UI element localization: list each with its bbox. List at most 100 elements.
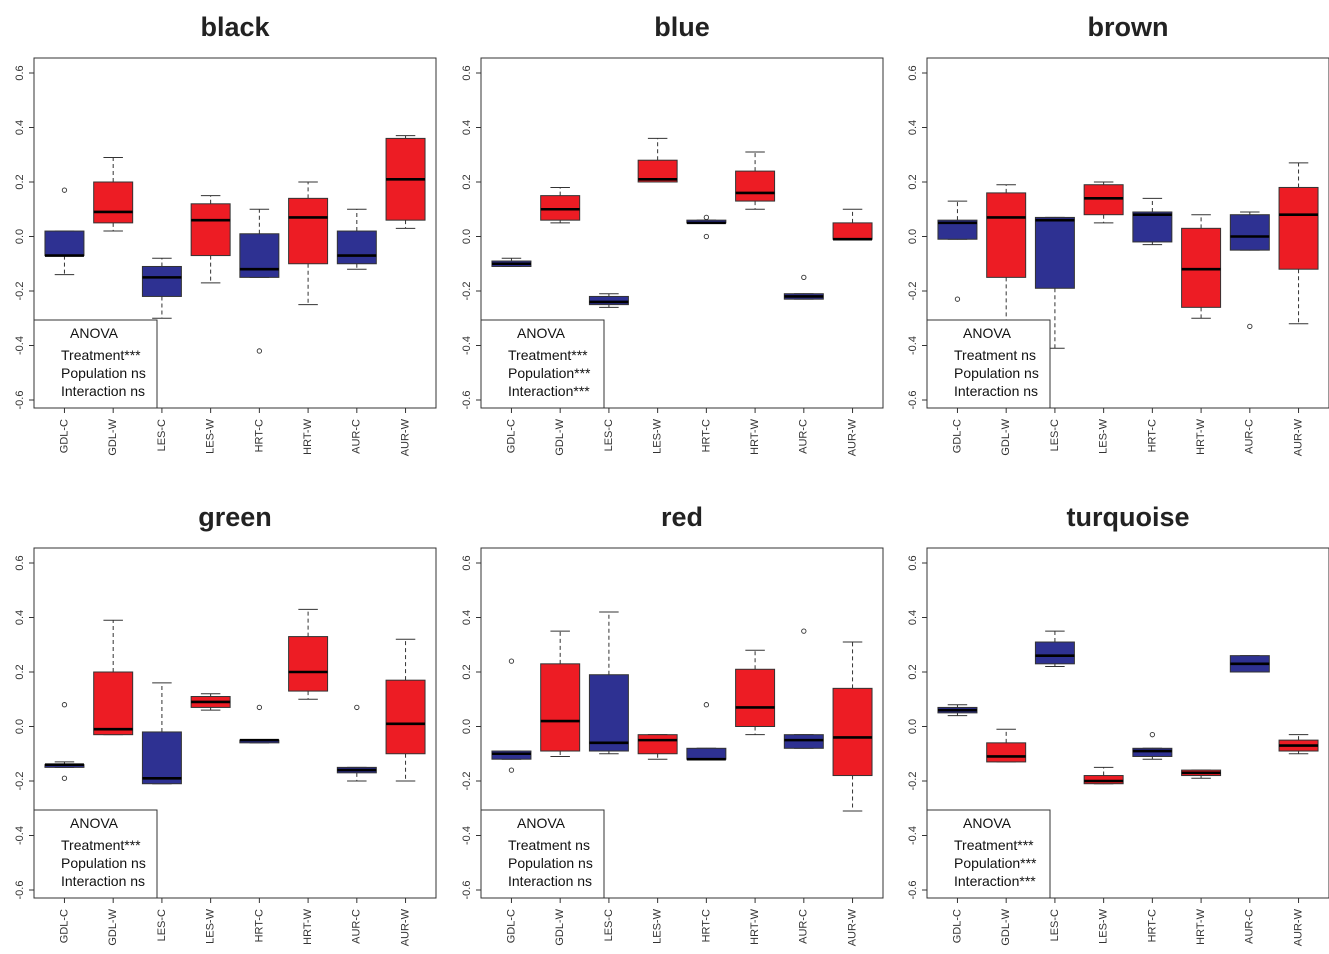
y-tick-label: 0.0 — [461, 719, 473, 734]
box-HRT-W — [288, 181, 329, 306]
anova-line: Population ns — [954, 365, 1039, 381]
box-body — [1083, 184, 1124, 216]
box-HRT-W — [1181, 214, 1222, 319]
box-body — [141, 265, 182, 297]
box-AUR-W — [832, 208, 873, 241]
anova-title: ANOVA — [517, 325, 566, 341]
box-body — [540, 663, 581, 752]
box-LES-C — [588, 611, 629, 755]
box-LES-C — [141, 257, 182, 319]
box-LES-C — [141, 682, 182, 785]
x-tick-label: GDL-W — [554, 908, 566, 945]
outlier-point — [1149, 732, 1156, 738]
y-tick-label: -0.6 — [461, 881, 473, 900]
box-LES-W — [637, 137, 678, 183]
x-tick-label: LES-C — [156, 419, 168, 451]
x-tick-label: LES-W — [1098, 418, 1110, 453]
anova-box — [33, 809, 158, 899]
box-GDL-W — [986, 728, 1027, 763]
x-tick-label: AUR-C — [351, 419, 363, 454]
x-tick-label: LES-W — [205, 908, 217, 943]
y-tick-label: 0.0 — [907, 229, 919, 244]
y-tick-label: 0.4 — [461, 610, 473, 625]
box-AUR-C — [783, 628, 824, 749]
box-HRT-C — [686, 214, 727, 240]
x-tick-label: HRT-C — [700, 419, 712, 452]
panel-black: black -0.6 -0.4 -0.2 0.0 0.2 0.4 0.6 GDL-C GDL-W L… — [14, 12, 437, 456]
box-body — [832, 687, 873, 777]
anova-line: Treatment*** — [508, 347, 588, 363]
y-tick-label: 0.6 — [907, 555, 919, 570]
box-AUR-W — [385, 135, 426, 229]
box-body — [93, 181, 134, 224]
box-GDL-C — [44, 187, 85, 276]
plot-frame — [480, 547, 884, 899]
anova-line: Population*** — [508, 365, 591, 381]
y-tick-label: 0.2 — [907, 664, 919, 679]
box-body — [937, 219, 978, 240]
plot-frame — [33, 547, 437, 899]
box-body — [1132, 747, 1173, 757]
y-tick-label: 0.4 — [14, 610, 26, 625]
box-LES-W — [190, 693, 231, 711]
y-tick-label: -0.6 — [907, 881, 919, 900]
box-GDL-W — [93, 156, 134, 232]
y-tick-label: -0.6 — [461, 391, 473, 410]
panel-blue: blue -0.6 -0.4 -0.2 0.0 0.2 0.4 0.6 GDL-C GDL-W LE… — [461, 12, 884, 456]
box-body — [735, 668, 776, 728]
x-tick-label: HRT-C — [253, 909, 265, 942]
box-body — [44, 230, 85, 257]
y-tick-label: 0.6 — [14, 555, 26, 570]
x-tick-label: GDL-W — [107, 908, 119, 945]
x-tick-label: GDL-C — [951, 419, 963, 453]
x-tick-label: GDL-W — [1000, 908, 1012, 945]
outlier-point — [508, 658, 515, 664]
outlier-point — [61, 187, 68, 193]
y-tick-label: -0.4 — [14, 336, 26, 355]
x-tick-label: LES-W — [205, 418, 217, 453]
box-body — [288, 636, 329, 692]
anova-line: Treatment*** — [954, 837, 1034, 853]
y-tick-label: 0.4 — [907, 120, 919, 135]
x-tick-label: GDL-C — [505, 419, 517, 453]
panel-title: turquoise — [1066, 502, 1189, 532]
anova-title: ANOVA — [70, 815, 119, 831]
x-tick-label: AUR-W — [399, 418, 411, 456]
box-body — [986, 742, 1027, 763]
x-tick-label: HRT-C — [700, 909, 712, 942]
anova-line: Interaction ns — [954, 383, 1038, 399]
box-GDL-W — [540, 186, 581, 224]
x-tick-label: GDL-C — [58, 909, 70, 943]
box-HRT-W — [735, 151, 776, 210]
y-tick-label: 0.0 — [461, 229, 473, 244]
outlier-point — [256, 348, 263, 354]
x-tick-label: GDL-C — [58, 419, 70, 453]
box-body — [1132, 211, 1173, 243]
box-body — [588, 674, 629, 752]
x-tick-label: LES-C — [603, 419, 615, 451]
box-HRT-C — [239, 704, 280, 744]
plot-frame — [926, 547, 1329, 899]
y-tick-label: -0.2 — [461, 282, 473, 301]
anova-line: Interaction*** — [508, 383, 590, 399]
box-GDL-C — [491, 658, 532, 773]
anova-line: Interaction ns — [61, 383, 145, 399]
box-body — [783, 734, 824, 749]
box-HRT-C — [686, 702, 727, 761]
box-body — [385, 679, 426, 755]
y-tick-label: 0.6 — [461, 65, 473, 80]
outlier-point — [61, 702, 68, 708]
x-tick-label: HRT-C — [253, 419, 265, 452]
outlier-point — [354, 704, 360, 711]
y-tick-label: 0.4 — [461, 120, 473, 135]
outlier-point — [801, 274, 807, 281]
box-LES-C — [1034, 630, 1075, 668]
x-tick-label: LES-C — [156, 909, 168, 941]
anova-line: Treatment*** — [61, 347, 141, 363]
x-tick-label: HRT-W — [302, 418, 314, 454]
outlier-point — [508, 767, 515, 773]
box-AUR-W — [1278, 734, 1319, 755]
box-body — [1278, 186, 1319, 270]
box-AUR-W — [385, 638, 426, 782]
